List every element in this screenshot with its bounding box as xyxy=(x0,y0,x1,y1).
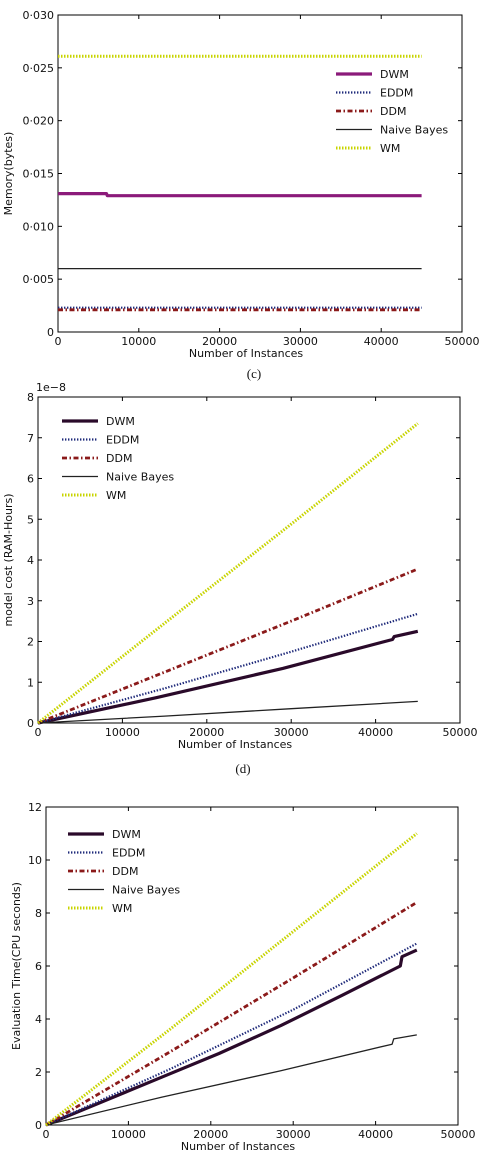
x-tick-label: 50000 xyxy=(445,335,480,348)
x-tick-label: 0 xyxy=(35,726,42,739)
legend-label: DWM xyxy=(112,828,141,841)
y-tick-label: 0·010 xyxy=(23,220,55,233)
x-tick-label: 0 xyxy=(55,335,62,348)
series-line-dwm xyxy=(45,948,418,1127)
chart-1: 0 10000 20000 30000 40000 50000 0 0·005 0·010 0·0… xyxy=(2,9,480,381)
x-tick-label: 20000 xyxy=(189,726,224,739)
y-tick-label: 1 xyxy=(27,676,34,689)
plot-frame xyxy=(37,396,461,724)
y-tick-label: 2 xyxy=(27,636,34,649)
series-line-wm xyxy=(37,422,419,725)
y-axis-label: model cost (RAM-Hours) xyxy=(2,493,15,626)
y-tick-label: 0·015 xyxy=(23,168,55,181)
legend-label: DWM xyxy=(106,415,135,428)
series-line-ddm xyxy=(37,567,419,725)
y-tick-label: 0·025 xyxy=(23,62,55,75)
series-line-naive-bayes xyxy=(45,1034,417,1126)
plot-frame xyxy=(57,14,463,333)
legend-label: WM xyxy=(380,142,400,155)
y-tick-label: 6 xyxy=(35,960,42,973)
legend-label: EDDM xyxy=(106,434,139,447)
y-tick-label: 3 xyxy=(27,595,34,608)
x-tick-label: 30000 xyxy=(274,726,309,739)
series-line-dwm xyxy=(37,629,419,725)
subfigure-caption: (d) xyxy=(235,761,250,776)
x-axis-label: Number of Instances xyxy=(189,347,304,360)
legend-label: WM xyxy=(106,489,126,502)
y-tick-label: 12 xyxy=(28,801,42,814)
legend-label: DDM xyxy=(380,105,406,118)
axis-offset-text: 1e−8 xyxy=(36,381,66,394)
plot-frame xyxy=(45,806,459,1126)
y-tick-label: 4 xyxy=(35,1013,42,1026)
y-tick-label: 10 xyxy=(28,854,42,867)
legend-label: DDM xyxy=(112,865,138,878)
x-tick-label: 50000 xyxy=(443,726,478,739)
series-line-wm xyxy=(45,832,418,1127)
legend-label: DDM xyxy=(106,452,132,465)
y-tick-label: 0 xyxy=(27,717,34,730)
legend-label: EDDM xyxy=(380,87,413,100)
x-tick-label: 50000 xyxy=(441,1128,476,1141)
x-tick-label: 10000 xyxy=(105,726,140,739)
y-tick-label: 0·005 xyxy=(23,273,55,286)
y-axis-label: Memory(bytes) xyxy=(2,132,15,216)
legend-label: Naive Bayes xyxy=(112,884,180,897)
x-tick-label: 40000 xyxy=(358,1128,393,1141)
x-tick-label: 0 xyxy=(43,1128,50,1141)
x-tick-label: 20000 xyxy=(193,1128,228,1141)
x-tick-label: 20000 xyxy=(202,335,237,348)
y-tick-label: 8 xyxy=(35,907,42,920)
series-line-ddm xyxy=(45,901,418,1127)
x-tick-label: 40000 xyxy=(358,726,393,739)
subfigure-caption: (c) xyxy=(247,366,261,381)
legend-label: WM xyxy=(112,902,132,915)
legend-label: DWM xyxy=(380,68,409,81)
y-tick-label: 5 xyxy=(27,513,34,526)
x-tick-label: 40000 xyxy=(364,335,399,348)
y-tick-label: 4 xyxy=(27,554,34,567)
x-axis-label: Number of Instances xyxy=(181,1140,296,1153)
series-line-dwm xyxy=(58,192,422,198)
series-line-naive-bayes xyxy=(37,700,418,724)
y-tick-label: 0·030 xyxy=(23,9,55,22)
legend-label: Naive Bayes xyxy=(106,471,174,484)
legend-label: EDDM xyxy=(112,847,145,860)
y-tick-label: 2 xyxy=(35,1066,42,1079)
chart-2: 0 10000 20000 30000 40000 50000 0 1 2 3 4 5 6 7 81e−8 N… xyxy=(2,381,478,776)
series-line-eddm xyxy=(45,942,418,1127)
y-tick-label: 0 xyxy=(47,326,54,339)
y-axis-label: Evaluation Time(CPU seconds) xyxy=(10,882,23,1050)
y-tick-label: 0·020 xyxy=(23,115,55,128)
chart-3: 0 10000 20000 30000 40000 50000 0 2 4 6 8 10 12 Numbe… xyxy=(10,801,476,1153)
y-tick-label: 6 xyxy=(27,473,34,486)
x-tick-label: 10000 xyxy=(111,1128,146,1141)
y-tick-label: 8 xyxy=(27,391,34,404)
y-tick-label: 0 xyxy=(35,1119,42,1132)
x-tick-label: 30000 xyxy=(283,335,318,348)
x-tick-label: 10000 xyxy=(121,335,156,348)
x-axis-label: Number of Instances xyxy=(178,738,293,751)
legend-label: Naive Bayes xyxy=(380,124,448,137)
y-tick-label: 7 xyxy=(27,432,34,445)
x-tick-label: 30000 xyxy=(276,1128,311,1141)
